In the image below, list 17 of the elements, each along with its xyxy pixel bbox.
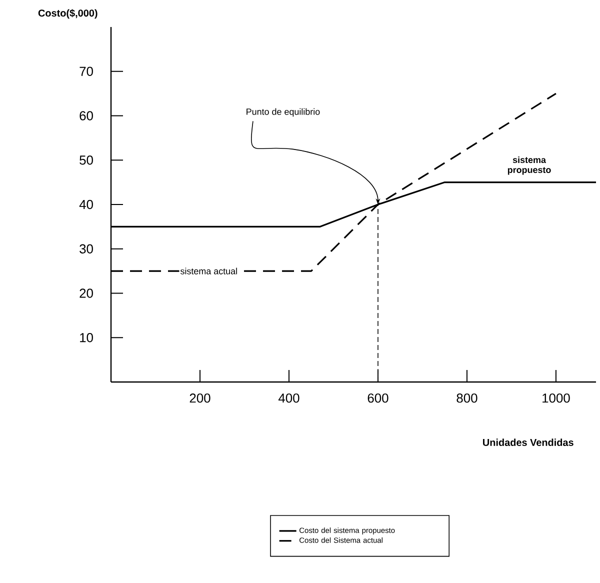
y-tick-label: 40 <box>79 200 93 210</box>
x-tick-label: 200 <box>190 394 210 403</box>
x-tick-label: 400 <box>278 394 300 403</box>
y-tick-label: 30 <box>80 244 93 254</box>
annotation: Punto de equilibrio <box>246 108 320 117</box>
x-tick-label: 600 <box>368 394 388 403</box>
y-axis-title: Costo($,000) <box>38 9 98 19</box>
x-axis-title: Unidades Vendidas <box>483 438 574 446</box>
x-tick-label: 1000 <box>542 394 570 403</box>
annotation: sistema actual <box>180 268 237 274</box>
annotation: sistema propuesto <box>508 156 551 175</box>
y-tick-label: 50 <box>80 156 93 165</box>
y-tick-label: 60 <box>80 111 93 120</box>
x-tick-label: 800 <box>456 394 478 403</box>
y-tick-label: 20 <box>80 288 93 298</box>
y-tick-label: 70 <box>80 66 93 76</box>
y-tick-label: 10 <box>80 333 93 342</box>
